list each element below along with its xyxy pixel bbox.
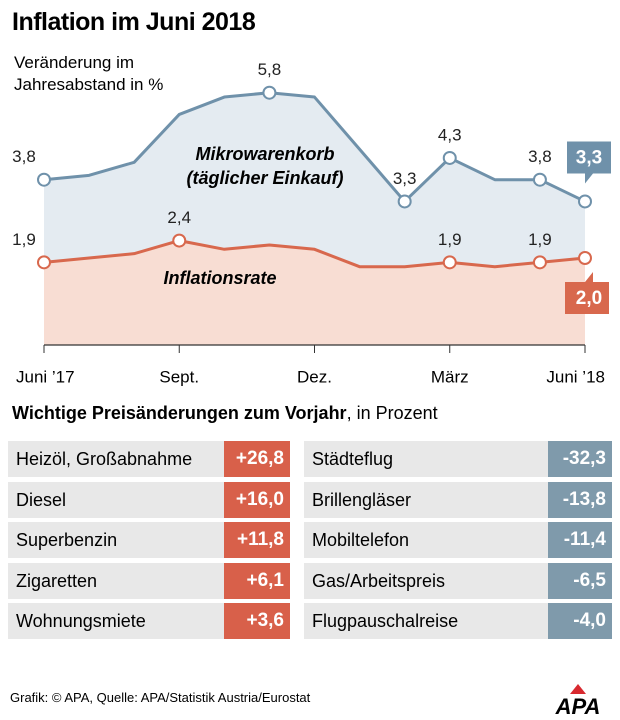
point xyxy=(532,172,547,187)
item-name: Wohnungsmiete xyxy=(8,603,224,639)
item-name: Flugpauschalreise xyxy=(304,603,548,639)
logo-text: APA xyxy=(555,694,601,719)
item-value: -6,5 xyxy=(548,562,612,599)
x-tick-label: März xyxy=(431,367,469,386)
item-value: +6,1 xyxy=(224,562,290,599)
point xyxy=(37,172,51,187)
item-name: Brillengläser xyxy=(304,481,548,518)
series-line xyxy=(43,239,586,269)
item-name: Städteflug xyxy=(304,441,548,477)
item-name: Diesel xyxy=(8,481,224,518)
value-label: 3,3 xyxy=(393,169,417,188)
item-name: Gas/Arbeitspreis xyxy=(304,562,548,599)
value-label: 1,9 xyxy=(528,230,552,249)
item-value: -13,8 xyxy=(548,481,612,518)
logo: APA xyxy=(548,682,608,720)
series-line xyxy=(43,91,586,203)
table-row: Wohnungsmiete +3,6 Flugpauschalreise -4,0 xyxy=(8,603,612,639)
logo-mark xyxy=(570,684,586,694)
value-label: 2,4 xyxy=(167,208,191,227)
item-name: Mobiltelefon xyxy=(304,522,548,558)
table-row: Zigaretten +6,1 Gas/Arbeitspreis -6,5 xyxy=(8,562,612,599)
item-value: +16,0 xyxy=(224,481,290,518)
value-label: 2,0 xyxy=(576,288,602,309)
label-box xyxy=(567,141,611,184)
footer-source: Grafik: © APA, Quelle: APA/Statistik Aus… xyxy=(10,690,311,705)
point xyxy=(397,194,412,209)
value-label: 3,3 xyxy=(576,147,602,168)
point xyxy=(37,255,51,270)
x-tick-label: Juni ’18 xyxy=(546,367,605,386)
table-row: Diesel +16,0 Brillengläser -13,8 xyxy=(8,481,612,518)
table-heading: Wichtige Preisänderungen zum Vorjahr, in… xyxy=(12,403,438,424)
value-label: 4,3 xyxy=(438,125,462,144)
heading-bold: Wichtige Preisänderungen zum Vorjahr xyxy=(12,403,347,423)
series-label: Inflationsrate xyxy=(163,268,277,288)
point xyxy=(442,150,457,165)
chart-title: Inflation im Juni 2018 xyxy=(12,8,256,36)
point xyxy=(442,255,457,270)
point xyxy=(532,255,547,270)
series-label: Mikrowarenkorb (täglicher Einkauf) xyxy=(186,144,344,188)
item-value: +11,8 xyxy=(224,522,290,558)
point xyxy=(262,85,277,100)
item-name: Heizöl, Großabnahme xyxy=(8,441,224,477)
value-label: 3,8 xyxy=(528,147,552,166)
value-label: 1,9 xyxy=(438,230,462,249)
point xyxy=(172,233,187,248)
item-value: -11,4 xyxy=(548,522,612,558)
item-value: +26,8 xyxy=(224,441,290,477)
table-row: Heizöl, Großabnahme +26,8 Städteflug -32,3 xyxy=(8,441,612,477)
chart: Juni ’17 Sept. Dez. März Juni ’18 3,8 5,8 3,3 4,… xyxy=(12,60,611,386)
item-name: Superbenzin xyxy=(8,522,224,558)
x-tick-label: Sept. xyxy=(159,367,199,386)
item-value: -32,3 xyxy=(548,441,612,477)
value-label: 5,8 xyxy=(258,60,282,79)
x-tick-label: Juni ’17 xyxy=(16,367,75,386)
label-box xyxy=(565,272,609,314)
chart-subtitle: Veränderung im Jahresabstand in % xyxy=(14,53,164,94)
point xyxy=(578,251,592,265)
point xyxy=(578,194,592,209)
value-label: 1,9 xyxy=(12,230,36,249)
item-name: Zigaretten xyxy=(8,562,224,599)
item-value: +3,6 xyxy=(224,603,290,639)
item-value: -4,0 xyxy=(548,603,612,639)
x-tick-label: Dez. xyxy=(297,367,332,386)
table-row: Superbenzin +11,8 Mobiltelefon -11,4 xyxy=(8,522,612,558)
heading-rest: , in Prozent xyxy=(346,403,438,423)
value-label: 3,8 xyxy=(12,147,36,166)
